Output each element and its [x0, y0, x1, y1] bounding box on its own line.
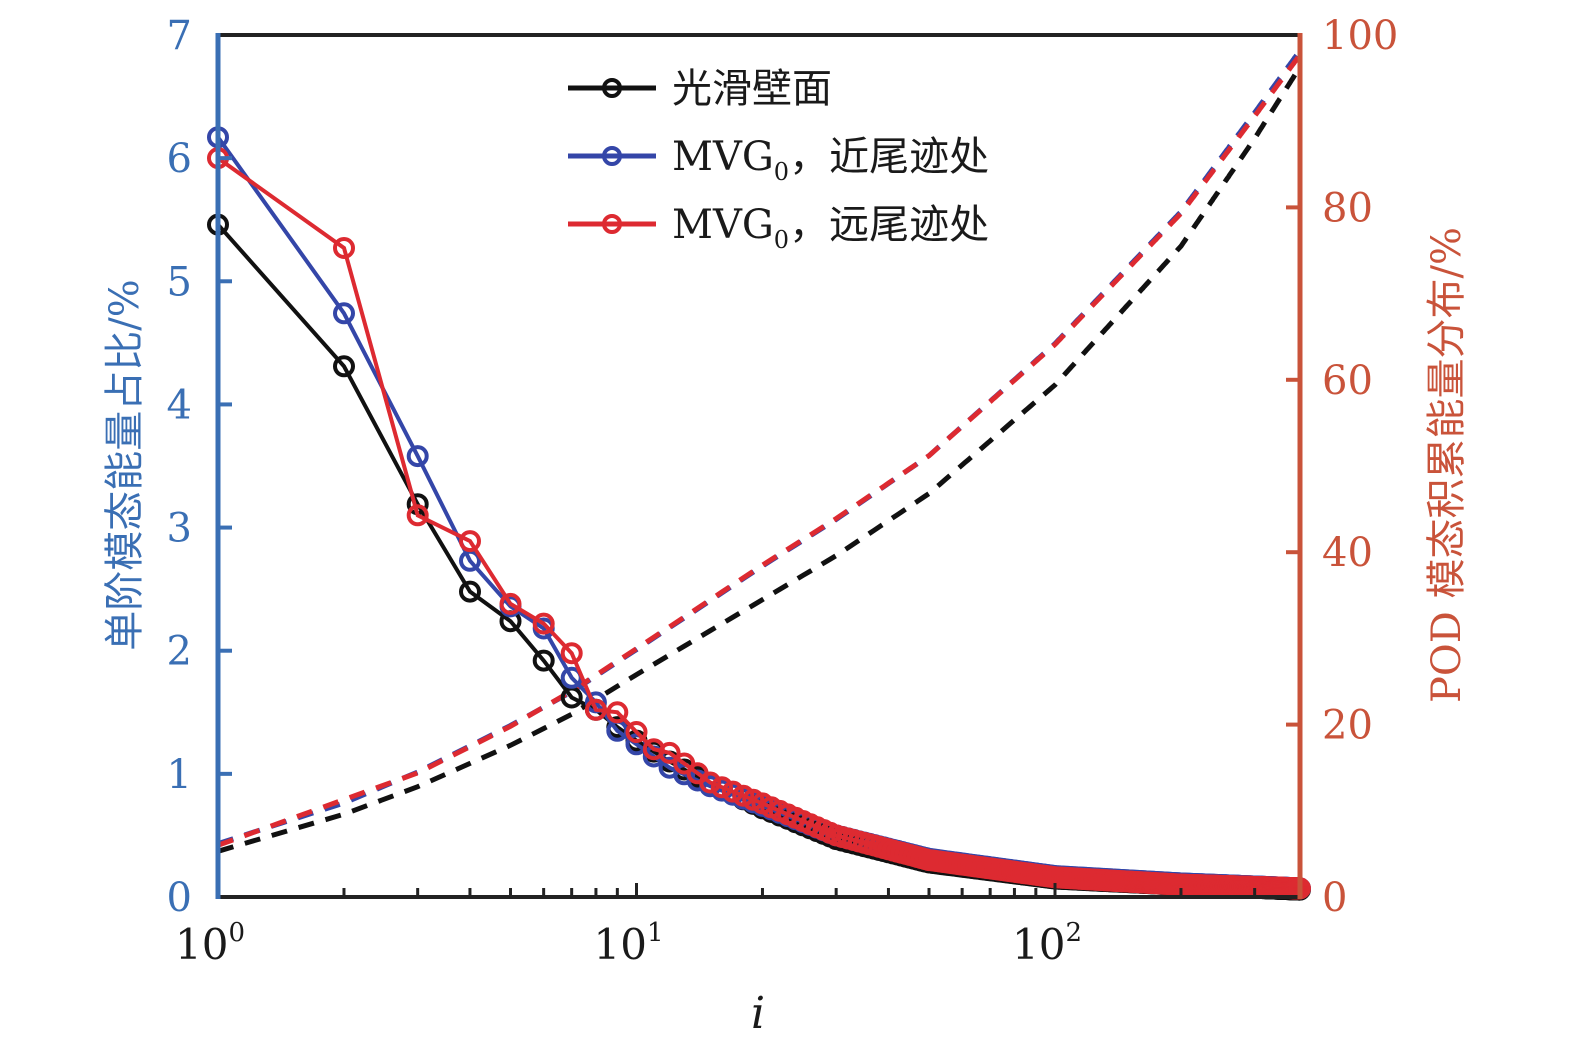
data-point-far-9 — [606, 701, 629, 724]
legend-item-far: MVG0，远尾迹处 — [568, 202, 989, 254]
data-point-far-17 — [721, 780, 744, 803]
series-near-line — [216, 136, 1300, 891]
data-point-far-10 — [625, 721, 648, 743]
x-tick-exponent: 1 — [647, 918, 664, 948]
x-tick-base: 10 — [1012, 920, 1065, 969]
y-right-tick-label: 0 — [1322, 875, 1347, 921]
data-point-far-7 — [560, 642, 583, 665]
y-right-tick-label: 60 — [1322, 358, 1373, 404]
y-left-tick-label: 0 — [167, 875, 192, 921]
legend-label: 光滑壁面 — [672, 66, 832, 112]
x-tick-label: 100 — [175, 918, 245, 969]
data-point-smooth-4 — [459, 580, 481, 603]
x-tick-label: 101 — [593, 918, 663, 969]
y-right-tick-label: 100 — [1322, 13, 1398, 59]
x-tick-exponent: 0 — [228, 918, 245, 948]
y-left-tick-label: 5 — [167, 259, 192, 305]
data-point-far-16 — [710, 776, 733, 799]
y-left-tick-label: 6 — [167, 136, 192, 182]
y-right-tick-label: 80 — [1322, 185, 1373, 231]
legend-marker — [602, 146, 622, 166]
data-point-far-6 — [532, 612, 555, 635]
data-point-smooth-6 — [532, 649, 555, 672]
data-point-far-12 — [658, 741, 681, 764]
data-point-far-3 — [406, 504, 429, 527]
x-tick-label: 102 — [1012, 918, 1082, 969]
data-point-smooth-2 — [333, 355, 355, 378]
legend-label: MVG0，远尾迹处 — [672, 202, 989, 254]
legend-marker — [602, 214, 622, 234]
data-point-near-2 — [333, 302, 355, 325]
legend-label: MVG0，近尾迹处 — [672, 134, 989, 186]
x-tick-base: 10 — [175, 920, 228, 969]
y-right-tick-label: 20 — [1322, 703, 1373, 749]
legend-item-near: MVG0，近尾迹处 — [568, 134, 989, 186]
y-left-tick-label: 4 — [167, 382, 192, 428]
data-point-near-3 — [406, 445, 429, 468]
y-axis-left-label: 单阶模态能量占比/% — [102, 279, 148, 650]
legend-label-main: 光滑壁面 — [672, 66, 832, 112]
y-left-tick-label: 2 — [167, 629, 192, 675]
series-far-cum-line — [217, 53, 1303, 848]
legend-marker — [602, 78, 622, 98]
data-point-far-15 — [699, 771, 722, 794]
series-far-line — [216, 156, 1300, 891]
legend-label-main: MVG — [672, 202, 774, 248]
x-tick-exponent: 2 — [1065, 918, 1082, 948]
legend-label-subscript: 0 — [774, 158, 789, 186]
axes — [215, 33, 1303, 899]
series-smooth-cum-line — [217, 65, 1303, 854]
y-left-tick-label: 1 — [167, 752, 192, 798]
x-axis-label: i — [751, 988, 765, 1039]
legend-label-tail: ，近尾迹处 — [789, 134, 989, 180]
y-left-tick-label: 7 — [167, 13, 192, 59]
data-point-far-18 — [732, 784, 755, 807]
y-left-tick-label: 3 — [167, 506, 192, 552]
legend-label-subscript: 0 — [774, 226, 789, 254]
legend-label-main: MVG — [672, 134, 774, 180]
data-point-far-8 — [584, 698, 607, 721]
legend-item-smooth: 光滑壁面 — [568, 66, 832, 112]
y-axis-right-label: POD 模态积累能量分布/% — [1424, 227, 1470, 703]
x-tick-base: 10 — [593, 920, 646, 969]
data-point-far-5 — [499, 592, 522, 615]
data-point-far-2 — [333, 237, 355, 259]
series-far — [207, 147, 1311, 900]
data-point-far-4 — [459, 530, 481, 553]
y-right-tick-label: 40 — [1322, 530, 1373, 576]
plot-area — [207, 49, 1311, 901]
legend-label-tail: ，远尾迹处 — [789, 202, 989, 248]
